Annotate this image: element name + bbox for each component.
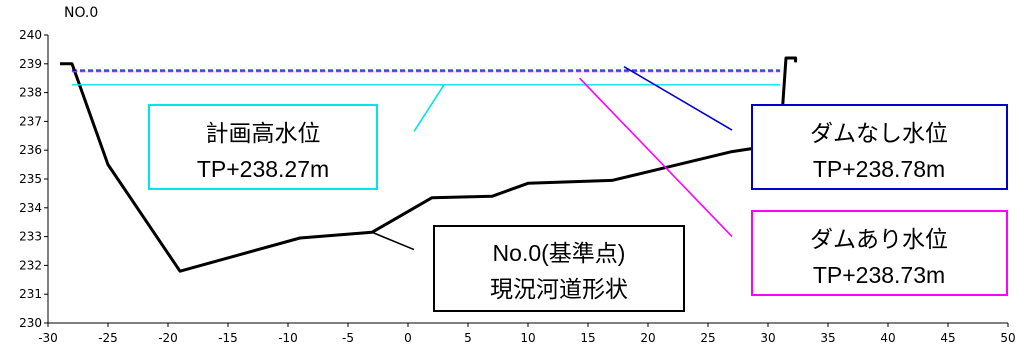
y-tick-label: 238 — [19, 86, 42, 100]
x-tick-label: -5 — [342, 331, 354, 345]
y-tick-label: 236 — [19, 143, 42, 157]
y-tick-label: 235 — [19, 172, 42, 186]
leader-riverbed — [371, 231, 415, 251]
annotation-planned-line2: TP+238.27m — [197, 156, 329, 182]
x-tick-label: -30 — [38, 331, 58, 345]
annotation-riverbed-line2: 現況河道形状 — [490, 276, 628, 302]
chart-series — [60, 56, 798, 273]
y-tick-label: 231 — [19, 287, 42, 301]
annotation-riverbed: No.0(基準点) 現況河道形状 — [433, 225, 685, 312]
series-riverbed — [60, 56, 798, 273]
chart-axes: 230 231 232 233 234 235 236 237 238 239 240 -30 -25 -… — [19, 28, 1016, 345]
leader-no-dam — [623, 65, 733, 131]
x-tick-label: 10 — [520, 331, 535, 345]
x-tick-label: 5 — [464, 331, 472, 345]
annotation-planned-line1: 計画高水位 — [206, 120, 321, 146]
y-tick-label: 230 — [19, 316, 42, 330]
x-tick-label: 25 — [700, 331, 715, 345]
x-tick-label: -15 — [218, 331, 238, 345]
y-tick-label: 232 — [19, 258, 42, 272]
x-tick-label: -10 — [278, 331, 298, 345]
annotation-planned: 計画高水位 TP+238.27m — [148, 104, 378, 190]
x-tick-label: 50 — [1000, 331, 1015, 345]
x-tick-label: 40 — [880, 331, 895, 345]
leader-planned — [413, 84, 445, 132]
annotation-with-dam-line2: TP+238.73m — [813, 262, 945, 288]
annotation-with-dam: ダムあり水位 TP+238.73m — [751, 210, 1008, 296]
x-tick-label: 30 — [760, 331, 775, 345]
leader-with-dam — [579, 77, 733, 238]
annotation-no-dam-line1: ダムなし水位 — [810, 120, 948, 146]
y-tick-label: 237 — [19, 114, 42, 128]
y-tick-label: 239 — [19, 57, 42, 71]
y-tick-label: 240 — [19, 28, 42, 42]
annotation-leaders — [371, 65, 733, 251]
x-tick-label: 45 — [940, 331, 955, 345]
y-tick-label: 234 — [19, 201, 42, 215]
x-tick-label: 0 — [404, 331, 412, 345]
x-tick-label: 35 — [820, 331, 835, 345]
annotation-no-dam: ダムなし水位 TP+238.78m — [751, 104, 1008, 190]
annotation-riverbed-line1: No.0(基準点) — [493, 240, 626, 266]
chart-title: NO.0 — [64, 5, 98, 21]
annotation-with-dam-line1: ダムあり水位 — [810, 226, 948, 252]
y-tick-label: 233 — [19, 230, 42, 244]
x-tick-label: 20 — [640, 331, 655, 345]
x-tick-label: -25 — [98, 331, 118, 345]
annotation-no-dam-line2: TP+238.78m — [813, 156, 945, 182]
x-tick-label: -20 — [158, 331, 178, 345]
x-tick-label: 15 — [580, 331, 595, 345]
